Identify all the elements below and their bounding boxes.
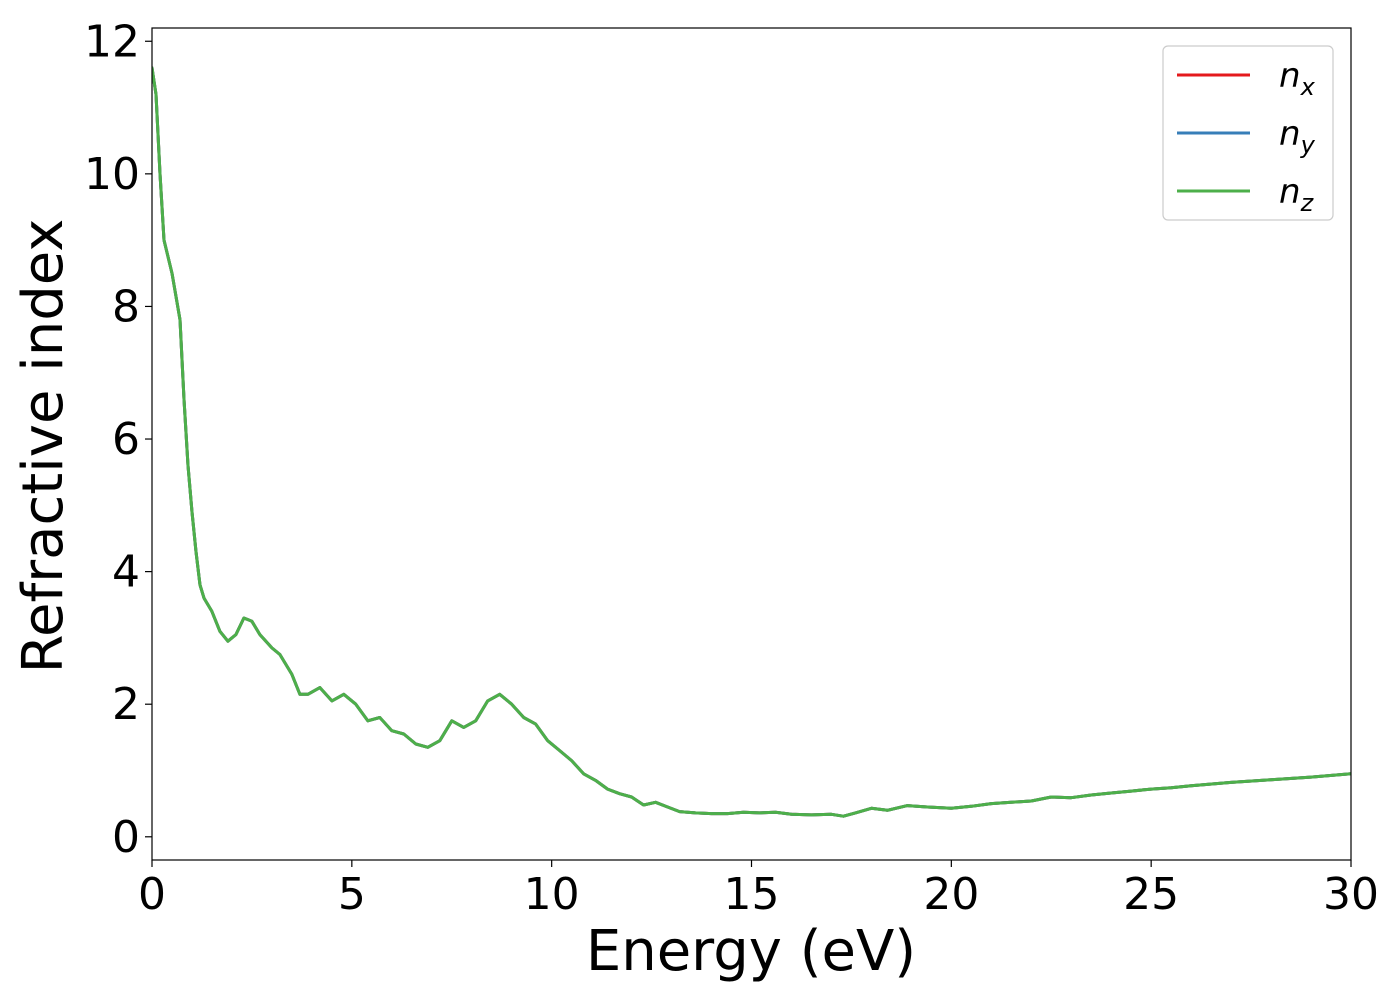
x-tick-label: 20 xyxy=(923,869,979,920)
x-axis-ticks: 0 5 10 15 20 25 30 xyxy=(138,860,1379,920)
x-tick-label: 25 xyxy=(1123,869,1179,920)
y-tick-label: 2 xyxy=(112,679,140,730)
series-layer xyxy=(152,66,1351,818)
legend-label-n-x: nx xyxy=(1279,56,1316,101)
y-tick-label: 6 xyxy=(112,414,140,465)
plot-area xyxy=(151,27,1352,861)
y-tick-label: 10 xyxy=(84,149,140,200)
y-tick-label: 4 xyxy=(112,547,140,598)
x-tick-label: 10 xyxy=(524,869,580,920)
legend: nx ny nz xyxy=(1162,45,1334,221)
x-tick-label: 30 xyxy=(1323,869,1379,920)
legend-label-n-y: ny xyxy=(1279,114,1316,159)
x-tick-label: 5 xyxy=(338,869,366,920)
y-axis-label: Refractive index xyxy=(11,219,76,674)
legend-label-n-z: nz xyxy=(1279,172,1315,217)
x-tick-label: 15 xyxy=(724,869,780,920)
x-axis-label: Energy (eV) xyxy=(586,919,916,984)
y-tick-label: 12 xyxy=(84,16,140,67)
y-axis-ticks: 0 2 4 6 8 10 12 xyxy=(84,16,152,863)
y-tick-label: 0 xyxy=(112,812,140,863)
y-tick-label: 8 xyxy=(112,281,140,332)
x-tick-label: 0 xyxy=(138,869,166,920)
series-line-n-z xyxy=(152,66,1351,818)
